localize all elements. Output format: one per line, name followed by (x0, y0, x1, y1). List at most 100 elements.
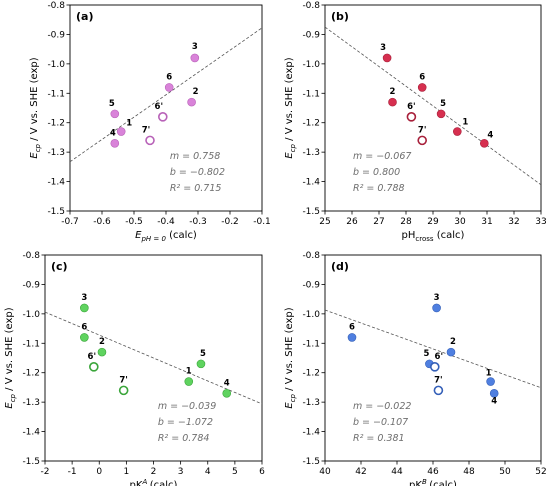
x-tick-label: 5 (232, 467, 238, 477)
y-tick-label: -1.3 (47, 148, 65, 158)
data-point-3 (190, 53, 200, 63)
x-tick-label: 4 (205, 467, 211, 477)
data-point-3 (432, 303, 441, 313)
y-tick-label: -1.2 (302, 369, 320, 379)
y-tick-label: -1.1 (47, 89, 65, 99)
data-point-1 (116, 127, 126, 136)
y-tick-label: -1.5 (302, 207, 320, 217)
data-point-3 (80, 303, 89, 313)
data-point-6 (80, 333, 89, 342)
x-tick-label: -0.5 (125, 217, 143, 227)
fit-statistic: m = 0.758 (170, 151, 220, 162)
regression-line (325, 309, 541, 389)
point-label: 5 (423, 349, 429, 359)
point-label: 5 (109, 99, 115, 109)
data-point-5 (436, 109, 446, 119)
x-tick-label: 28 (400, 217, 412, 227)
x-tick-label: 26 (346, 217, 358, 227)
data-point-6p (429, 362, 440, 372)
point-label: 6 (419, 72, 425, 82)
y-tick-label: -0.9 (302, 280, 320, 290)
plot-frame (324, 4, 542, 212)
x-tick-label: 48 (463, 467, 475, 477)
panel-label: (b) (331, 10, 349, 23)
fit-statistic: R² = 0.788 (353, 183, 405, 194)
y-tick-label: -1.2 (302, 119, 320, 129)
data-point-4 (110, 139, 120, 148)
fit-statistic: m = −0.022 (353, 401, 411, 412)
x-tick-label: 1 (124, 467, 130, 477)
data-point-4 (489, 389, 499, 398)
x-tick-label: 31 (481, 217, 492, 227)
y-tick-label: -0.8 (47, 1, 65, 11)
regression-line (325, 26, 541, 186)
y-tick-label: -1.5 (22, 457, 40, 467)
point-label: 6 (166, 72, 172, 82)
x-tick-label: -0.2 (221, 217, 239, 227)
data-point-1 (486, 377, 495, 386)
x-tick-label: -0.3 (189, 217, 207, 227)
data-point-5 (196, 359, 206, 369)
point-label: 7' (434, 375, 443, 385)
data-point-6p (158, 112, 168, 122)
x-tick-label: 42 (355, 467, 366, 477)
x-tick-label: -2 (41, 467, 50, 477)
y-tick-label: -0.8 (302, 1, 320, 11)
y-tick-label: -1.1 (302, 339, 320, 349)
y-tick-label: -0.9 (47, 30, 65, 40)
data-point-2 (388, 97, 397, 107)
point-label: 7' (119, 375, 128, 385)
point-label: 6' (155, 102, 164, 112)
panel-label: (a) (76, 10, 93, 23)
y-tick-label: -1.0 (302, 310, 320, 320)
data-point-4 (479, 139, 489, 148)
x-tick-label: 30 (454, 217, 466, 227)
point-label: 6 (81, 322, 87, 332)
y-tick-label: -1.1 (302, 89, 320, 99)
y-tick-label: -1.2 (47, 119, 65, 129)
data-point-1 (452, 127, 462, 136)
panel-c: -2 -1 0 1 2 3 4 5 6 -1.5 -1.4 -1.3 -1.2 -1.1 -1.0 -0.9 -… (4, 251, 265, 486)
plot-frame (69, 4, 263, 212)
fit-statistic: R² = 0.784 (158, 433, 210, 444)
point-label: 1 (462, 118, 468, 128)
regression-line (70, 27, 262, 163)
y-axis-title: Ecp / V vs. SHE (exp) (29, 57, 42, 158)
point-label: 3 (192, 42, 198, 52)
point-label: 4 (110, 128, 116, 138)
point-label: 6' (88, 352, 97, 362)
y-axis-title: Ecp / V vs. SHE (exp) (4, 307, 17, 408)
fit-statistic: b = −1.072 (158, 417, 213, 428)
regression-line (45, 311, 262, 405)
data-point-5 (110, 109, 120, 119)
y-tick-label: -1.3 (22, 398, 40, 408)
x-axis-title: pHcross (calc) (402, 230, 465, 243)
x-tick-label: -0.4 (157, 217, 175, 227)
point-label: 7' (142, 125, 151, 135)
point-label: 2 (193, 87, 199, 97)
x-tick-label: 33 (535, 217, 546, 227)
x-tick-label: 27 (373, 217, 384, 227)
data-point-6p (406, 112, 417, 122)
x-tick-label: 46 (427, 467, 439, 477)
data-point-2 (446, 347, 456, 357)
y-tick-label: -0.9 (302, 30, 320, 40)
fit-statistic: m = −0.067 (353, 151, 411, 162)
data-point-7p (118, 385, 129, 396)
point-label: 2 (99, 337, 105, 347)
fit-statistic: m = −0.039 (158, 401, 216, 412)
x-tick-label: -0.1 (253, 217, 271, 227)
point-label: 5 (200, 349, 206, 359)
y-tick-label: -1.0 (302, 60, 320, 70)
point-label: 1 (486, 369, 492, 379)
y-tick-label: -1.5 (302, 457, 320, 467)
fit-statistic: R² = 0.715 (170, 183, 222, 194)
fit-statistic: b = 0.800 (353, 167, 400, 178)
x-tick-label: 2 (151, 467, 157, 477)
panel-a: -0.7 -0.6 -0.5 -0.4 -0.3 -0.2 -0.1 -1.5 -1.4 -1.3… (29, 1, 271, 243)
data-point-6 (164, 83, 174, 92)
panel-b: 25 26 27 28 29 30 31 32 33-1.5-1.4-1.3-1.2-1.1-1… (284, 1, 547, 243)
y-tick-label: -1.4 (302, 178, 320, 188)
y-tick-label: -1.4 (47, 178, 65, 188)
panel-label: (d) (331, 260, 349, 273)
